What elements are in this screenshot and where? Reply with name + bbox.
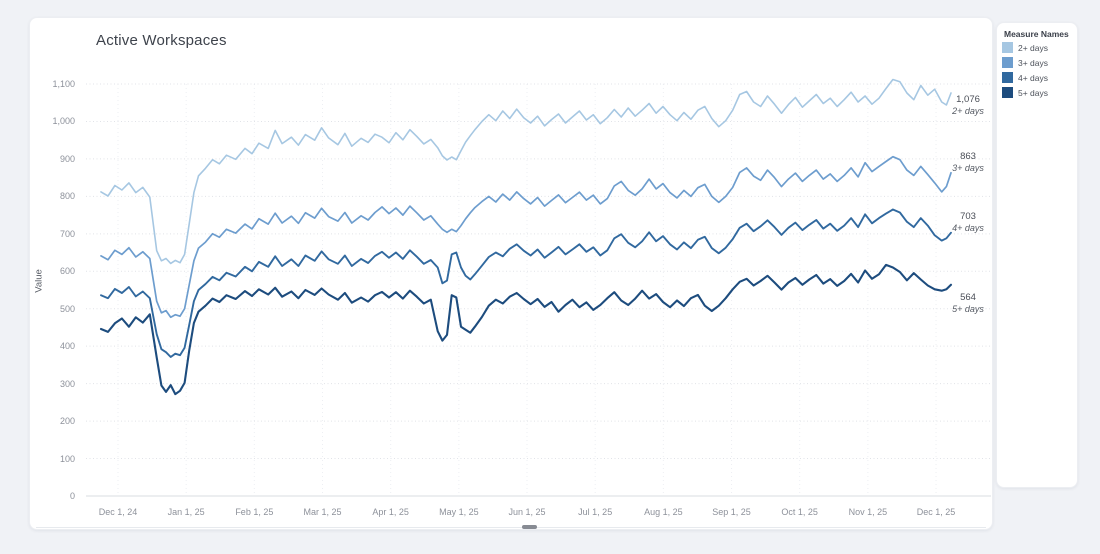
y-tick-label: 1,000: [52, 116, 75, 127]
series-end-value-label: 863: [960, 150, 976, 162]
series-end-name-label: 3+ days: [952, 162, 984, 173]
series-line-2-days[interactable]: [100, 78, 952, 265]
series-line-4-days[interactable]: [100, 208, 952, 358]
chart-card: Active Workspaces Value 0 100 200 300 400 500…: [29, 17, 993, 530]
series-end-value-label: 564: [960, 291, 976, 303]
x-tick-label: Apr 1, 25: [372, 507, 409, 517]
x-tick-label: Jun 1, 25: [508, 507, 546, 517]
scrollbar-track[interactable]: [36, 527, 986, 528]
y-tick-label: 200: [59, 416, 75, 427]
series-end-name-label: 2+ days: [952, 105, 984, 116]
y-tick-label: 100: [59, 453, 75, 464]
y-tick-label: 800: [59, 191, 75, 202]
x-tick-label: Nov 1, 25: [848, 507, 888, 517]
y-tick-label: 900: [59, 153, 75, 164]
series-line-3-days[interactable]: [100, 155, 952, 319]
legend-item-label: 3+ days: [1018, 57, 1049, 68]
series-line-5-days[interactable]: [99, 263, 953, 396]
legend-swatch-icon: [1002, 42, 1013, 53]
legend-item-4-days[interactable]: 4+ days: [1002, 70, 1048, 85]
legend-panel: Measure Names 2+ days 3+ days 4+ days 5+ da…: [996, 22, 1078, 488]
x-tick-label: Jul 1, 25: [578, 507, 613, 517]
y-tick-label: 400: [59, 341, 75, 352]
series-end-value-label: 703: [960, 210, 976, 222]
y-tick-label: 300: [59, 378, 75, 389]
scrollbar-thumb[interactable]: [522, 525, 537, 529]
x-tick-label: Aug 1, 25: [644, 507, 683, 517]
series-end-name-label: 5+ days: [952, 303, 984, 314]
legend-swatch-icon: [1002, 72, 1013, 83]
chart-title: Active Workspaces: [96, 32, 227, 49]
y-tick-label: 600: [59, 266, 75, 277]
series-end-name-label: 4+ days: [952, 222, 984, 233]
y-tick-label: 0: [69, 491, 75, 501]
line-chart-plot[interactable]: [30, 18, 994, 531]
y-tick-label: 500: [59, 303, 75, 314]
legend-title: Measure Names: [1004, 29, 1069, 39]
legend-item-label: 5+ days: [1018, 87, 1049, 98]
legend-item-label: 4+ days: [1018, 72, 1049, 83]
x-tick-label: May 1, 25: [439, 507, 479, 517]
legend-item-2-days[interactable]: 2+ days: [1002, 40, 1048, 55]
y-tick-label: 1,100: [52, 79, 75, 89]
legend-swatch-icon: [1002, 57, 1013, 68]
legend-swatch-icon: [1002, 87, 1013, 98]
x-tick-label: Dec 1, 24: [98, 507, 138, 517]
x-tick-label: Oct 1, 25: [781, 507, 818, 517]
y-tick-label: 700: [59, 228, 75, 239]
x-tick-label: Mar 1, 25: [303, 507, 342, 517]
legend-item-label: 2+ days: [1018, 42, 1049, 53]
x-tick-label: Dec 1, 25: [916, 507, 956, 517]
series-end-value-label: 1,076: [956, 93, 980, 105]
x-tick-label: Feb 1, 25: [235, 507, 274, 517]
x-tick-label: Sep 1, 25: [712, 507, 751, 517]
x-tick-label: Jan 1, 25: [167, 507, 205, 517]
legend-item-3-days[interactable]: 3+ days: [1002, 55, 1048, 70]
legend-item-5-days[interactable]: 5+ days: [1002, 85, 1048, 100]
